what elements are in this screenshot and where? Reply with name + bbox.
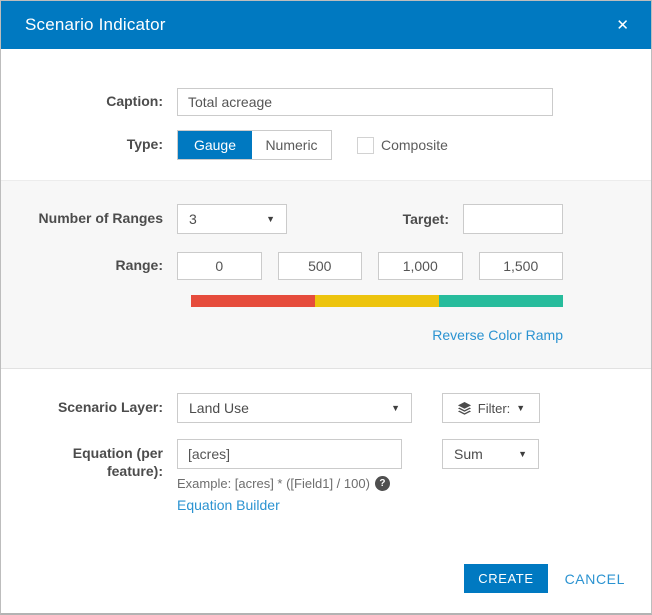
chevron-down-icon: ▼ bbox=[266, 214, 275, 224]
caption-input[interactable] bbox=[177, 88, 553, 116]
range-label: Range: bbox=[115, 257, 163, 274]
close-icon[interactable]: ✕ bbox=[616, 16, 629, 34]
number-of-ranges-label: Number of Ranges bbox=[38, 210, 163, 227]
chevron-down-icon: ▼ bbox=[516, 403, 526, 413]
equation-example-line: Example: [acres] * ([Field1] / 100) ? bbox=[177, 476, 435, 491]
scenario-layer-label: Scenario Layer: bbox=[57, 399, 163, 416]
help-icon[interactable]: ? bbox=[374, 476, 390, 491]
dialog-body: Caption: Type: Gauge Numeric Composite N… bbox=[1, 49, 651, 613]
target-label: Target: bbox=[402, 211, 449, 227]
range-input-1[interactable] bbox=[177, 252, 262, 280]
range-input-2[interactable] bbox=[277, 252, 362, 280]
caption-label: Caption: bbox=[106, 93, 163, 110]
range-row: Range: bbox=[1, 252, 651, 280]
color-ramp-segment-yellow bbox=[315, 295, 439, 307]
number-of-ranges-value: 3 bbox=[189, 211, 197, 227]
cancel-button[interactable]: CANCEL bbox=[564, 570, 625, 587]
equation-label: Equation (per feature): bbox=[72, 445, 163, 479]
number-of-ranges-select[interactable]: 3 ▼ bbox=[177, 204, 287, 234]
ranges-section: Number of Ranges 3 ▼ Target: Range: bbox=[1, 180, 651, 369]
equation-builder-link[interactable]: Equation Builder bbox=[177, 497, 280, 513]
type-row: Type: Gauge Numeric Composite bbox=[1, 130, 651, 160]
scenario-layer-value: Land Use bbox=[189, 400, 249, 416]
create-button[interactable]: CREATE bbox=[464, 564, 548, 593]
layers-icon bbox=[457, 401, 471, 415]
target-input[interactable] bbox=[463, 204, 563, 234]
equation-column: Example: [acres] * ([Field1] / 100) ? Eq… bbox=[177, 439, 435, 513]
chevron-down-icon: ▼ bbox=[391, 403, 400, 413]
type-gauge-button[interactable]: Gauge bbox=[178, 131, 252, 159]
composite-label: Composite bbox=[381, 137, 448, 153]
dialog-title: Scenario Indicator bbox=[25, 15, 166, 34]
type-toggle: Gauge Numeric bbox=[177, 130, 332, 160]
range-input-3[interactable] bbox=[378, 252, 463, 280]
equation-example-text: Example: [acres] * ([Field1] / 100) bbox=[177, 476, 370, 491]
scenario-layer-row: Scenario Layer: Land Use ▼ Filter: ▼ bbox=[1, 393, 651, 423]
dialog-footer: CREATE CANCEL bbox=[1, 564, 651, 613]
caption-row: Caption: bbox=[1, 88, 651, 116]
number-of-ranges-row: Number of Ranges 3 ▼ Target: bbox=[1, 204, 651, 234]
range-input-4[interactable] bbox=[478, 252, 563, 280]
type-numeric-button[interactable]: Numeric bbox=[252, 131, 331, 159]
composite-checkbox[interactable] bbox=[357, 136, 374, 154]
aggregation-select[interactable]: Sum ▼ bbox=[442, 439, 539, 469]
scenario-layer-select[interactable]: Land Use ▼ bbox=[177, 393, 412, 423]
color-ramp-segment-green bbox=[439, 295, 563, 307]
chevron-down-icon: ▼ bbox=[518, 449, 527, 459]
filter-button-label: Filter: bbox=[477, 400, 511, 416]
aggregation-value: Sum bbox=[454, 446, 483, 462]
color-ramp bbox=[191, 295, 563, 307]
reverse-color-ramp-link[interactable]: Reverse Color Ramp bbox=[432, 327, 563, 343]
reverse-row: Reverse Color Ramp bbox=[1, 327, 651, 345]
equation-row: Equation (per feature): Example: [acres]… bbox=[1, 439, 651, 513]
filter-button[interactable]: Filter: ▼ bbox=[442, 393, 540, 423]
range-inputs bbox=[177, 252, 563, 280]
equation-input[interactable] bbox=[177, 439, 402, 469]
color-ramp-segment-red bbox=[191, 295, 315, 307]
dialog-header: Scenario Indicator ✕ bbox=[1, 1, 651, 49]
type-label: Type: bbox=[126, 136, 163, 153]
